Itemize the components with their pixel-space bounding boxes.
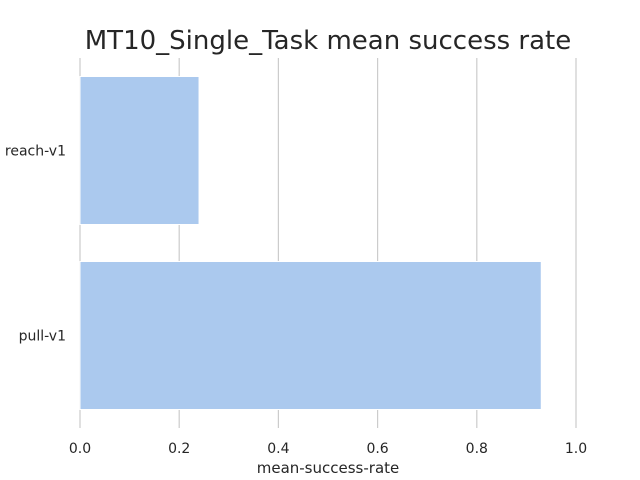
bar-pull-v1 (79, 261, 542, 410)
x-tick-label: 0.6 (366, 441, 388, 457)
y-tick-label: reach-v1 (5, 144, 66, 160)
bars (79, 76, 542, 410)
chart-title: MT10_Single_Task mean success rate (85, 26, 571, 56)
x-tick-labels: 0.0 0.2 0.4 0.6 0.8 1.0 (69, 441, 587, 457)
x-tick-label: 0.4 (267, 441, 289, 457)
y-tick-label: pull-v1 (19, 329, 66, 345)
x-tick-label: 0.2 (168, 441, 190, 457)
x-tick-label: 0.0 (69, 441, 91, 457)
y-tick-labels: reach-v1 pull-v1 (5, 144, 66, 345)
bar-reach-v1 (79, 76, 200, 225)
x-tick-label: 1.0 (565, 441, 587, 457)
x-axis-label: mean-success-rate (257, 459, 400, 477)
x-tick-label: 0.8 (466, 441, 488, 457)
